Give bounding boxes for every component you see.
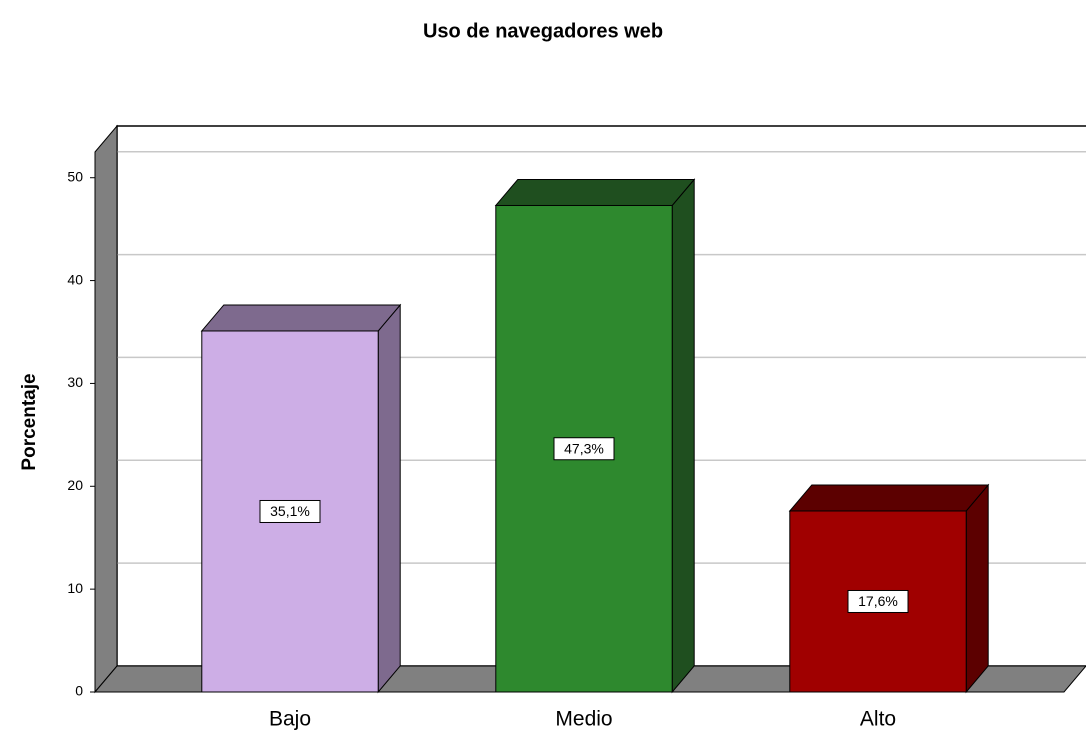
bar-top (494, 178, 696, 206)
x-tick-label: Bajo (269, 708, 311, 731)
value-label-box (259, 499, 321, 523)
x-tick-label: Medio (555, 708, 612, 731)
y-tick-label: 10 (67, 580, 83, 596)
bar-side (965, 483, 989, 694)
value-label: 47,3% (564, 440, 604, 456)
value-label-box (847, 589, 909, 613)
y-tick-label: 30 (67, 374, 83, 390)
bar-side (377, 303, 401, 694)
bar-top (788, 484, 990, 512)
x-tick-label: Alto (860, 708, 896, 731)
value-label-box (553, 437, 615, 461)
y-tick-label: 0 (75, 683, 83, 699)
y-tick-label: 20 (67, 477, 83, 493)
y-axis-label: Porcentaje (19, 373, 40, 470)
left-wall (94, 124, 118, 694)
y-tick-label: 50 (67, 168, 83, 184)
chart-title: Uso de navegadores web (423, 20, 663, 42)
value-label: 17,6% (858, 593, 898, 609)
bar-side (671, 178, 695, 694)
y-tick-label: 40 (67, 271, 83, 287)
value-label: 35,1% (270, 503, 310, 519)
bar-top (200, 304, 402, 332)
